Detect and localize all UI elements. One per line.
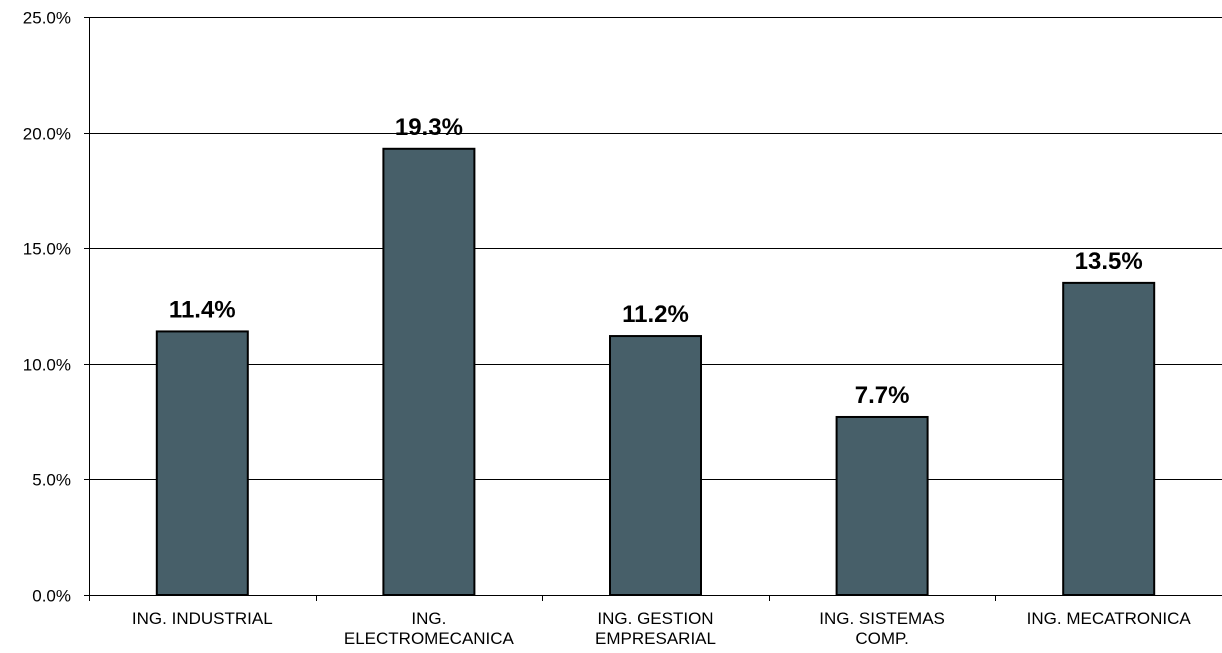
y-tick-labels: 0.0% 5.0% 10.0% 15.0% 20.0% 25.0% [23, 9, 71, 606]
y-tick-label: 20.0% [23, 125, 71, 144]
x-tick-label-line: ING. INDUSTRIAL [132, 609, 273, 628]
bars [155, 147, 1156, 597]
x-tick-label-line: ING. [411, 609, 446, 628]
data-label: 11.4% [169, 296, 236, 323]
bar [1062, 281, 1156, 596]
x-tick-label-line: ING. GESTION [597, 609, 713, 628]
bar [382, 147, 476, 596]
data-labels: 11.4% 19.3% 11.2% 7.7% 13.5% [169, 114, 1143, 409]
y-tick-label: 5.0% [32, 471, 71, 490]
x-tick-label: ING. ELECTROMECANICA [344, 609, 515, 648]
x-tick-label-line: COMP. [855, 629, 909, 648]
grid-lines [89, 17, 1222, 480]
y-tick-label: 15.0% [23, 240, 71, 259]
x-tick-label: ING. GESTION EMPRESARIAL [595, 609, 716, 648]
x-tick-label-line: ING. MECATRONICA [1027, 609, 1192, 628]
data-label: 7.7% [855, 382, 910, 409]
x-tick-label: ING. INDUSTRIAL [132, 609, 273, 628]
x-tick-label-line: ING. SISTEMAS [819, 609, 945, 628]
y-tick-label: 25.0% [23, 9, 71, 28]
data-label: 11.2% [622, 301, 689, 328]
x-tick-labels: ING. INDUSTRIAL ING. ELECTROMECANICA ING. G… [132, 609, 1191, 648]
x-tick-label: ING. SISTEMAS COMP. [819, 609, 945, 648]
x-tick-label-line: EMPRESARIAL [595, 629, 716, 648]
bar [155, 330, 249, 596]
data-label: 19.3% [395, 114, 463, 141]
y-tick-label: 10.0% [23, 356, 71, 375]
bar [835, 415, 929, 597]
bar [609, 335, 702, 596]
data-label: 13.5% [1075, 248, 1143, 275]
y-tick-label: 0.0% [32, 587, 71, 606]
x-tick-label-line: ELECTROMECANICA [344, 629, 515, 648]
x-tick-label: ING. MECATRONICA [1027, 609, 1192, 628]
